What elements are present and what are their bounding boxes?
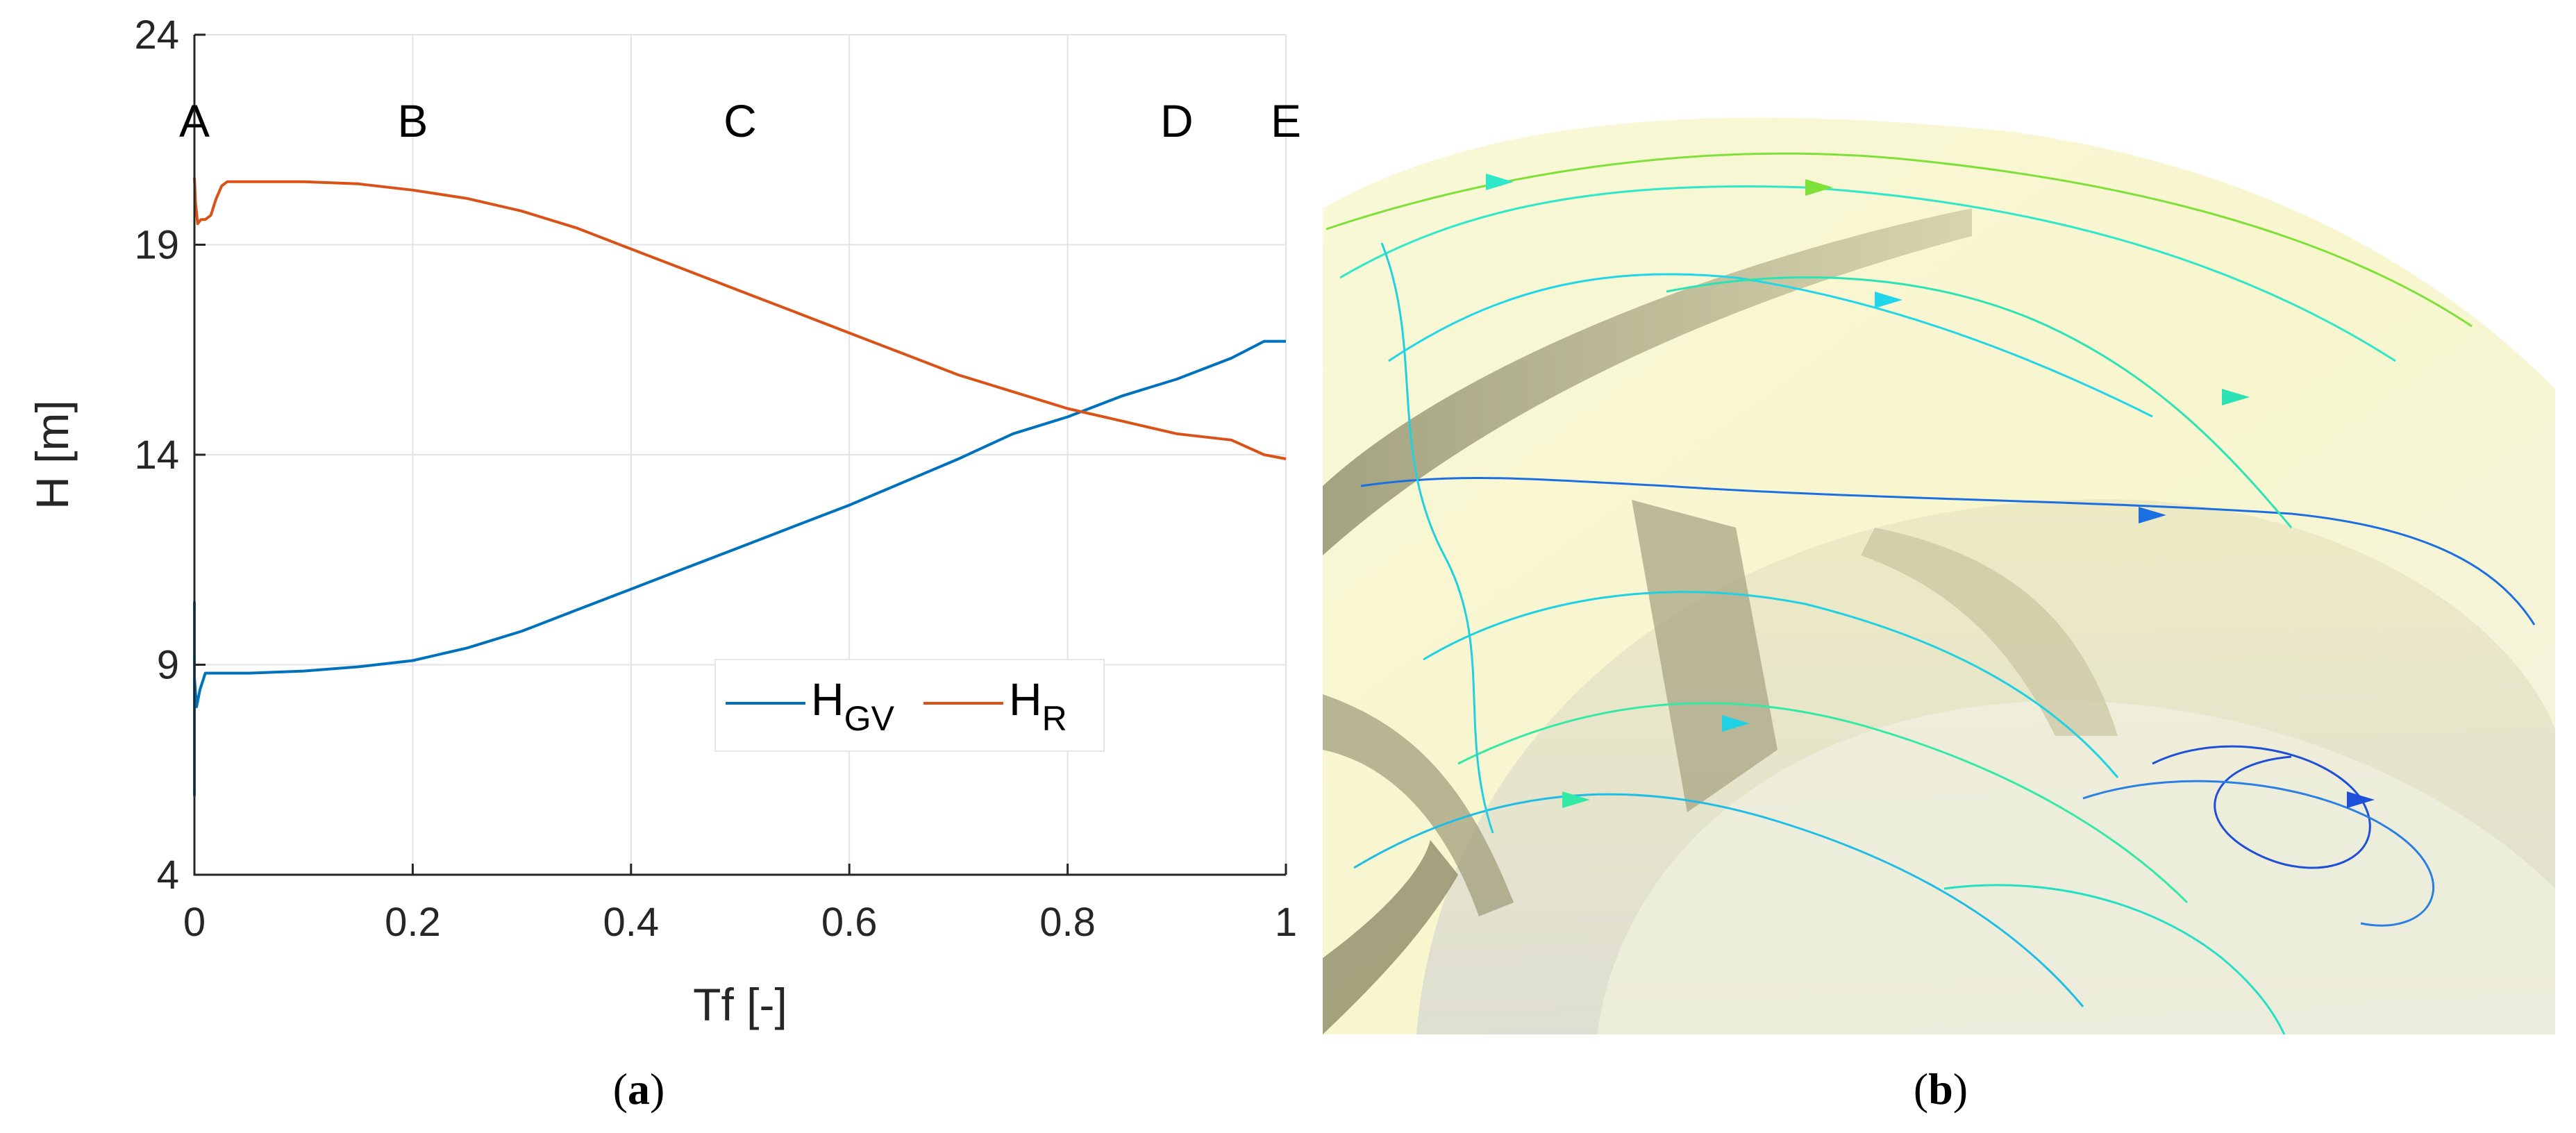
phase-label-b: B	[397, 95, 428, 146]
streamline	[1666, 276, 2293, 528]
arrow-marker	[1805, 179, 1833, 196]
y-tick-label: 24	[134, 12, 179, 58]
y-axis-label: H [m]	[26, 400, 78, 510]
x-tick-label: 0.4	[603, 900, 659, 945]
streamline	[2152, 745, 2371, 869]
phase-label-d: D	[1160, 95, 1194, 146]
caption-a: (a)	[613, 1064, 665, 1114]
arrow-marker	[2222, 389, 2250, 405]
line-chart: 0 0.2 0.4 0.6 0.8 1 4 9 14 19 24 A B C D E Tf [-] H […	[26, 12, 1301, 1030]
arrow-marker	[1486, 174, 1514, 190]
phase-label-a: A	[179, 95, 210, 146]
phase-annotations: A B C D E	[179, 95, 1301, 146]
legend-label-r: HR	[1009, 673, 1067, 738]
streamline	[1353, 793, 2084, 1007]
x-tick-label: 0	[183, 900, 206, 945]
streamline	[1380, 242, 1494, 834]
legend: HGV HR	[714, 659, 1105, 752]
guide-vane-2	[1323, 694, 1514, 916]
y-tick-label: 14	[134, 433, 179, 478]
x-tick-labels: 0 0.2 0.4 0.6 0.8 1	[183, 864, 1297, 945]
series-line-h-r	[193, 177, 1287, 460]
x-tick-label: 0.6	[821, 900, 878, 945]
streamline	[1360, 476, 2536, 626]
guide-vane-1	[1323, 208, 1972, 555]
y-tick-label: 19	[134, 223, 179, 268]
streamline	[1388, 273, 2153, 418]
series-line-h-gv	[193, 339, 1286, 796]
y-tick-labels: 4 9 14 19 24	[134, 12, 206, 898]
inner-hub	[1597, 700, 2555, 1034]
streamline	[2082, 780, 2434, 927]
streamline	[1457, 702, 2189, 904]
caption-b: (b)	[1914, 1064, 1968, 1114]
series-group	[193, 177, 1287, 796]
x-tick-label: 0.8	[1039, 900, 1096, 945]
runner-blade-3	[1323, 840, 1458, 1034]
runner-blade-1	[1632, 500, 1778, 812]
x-tick-label: 1	[1275, 900, 1297, 945]
phase-label-e: E	[1271, 95, 1301, 146]
runner-blade-2	[1861, 528, 2118, 736]
y-tick-label: 4	[157, 853, 179, 898]
flow-arrows	[1486, 174, 2375, 808]
x-axis-label: Tf [-]	[693, 979, 787, 1030]
arrow-marker	[1562, 791, 1590, 808]
arrow-marker	[2347, 791, 2375, 808]
streamline	[1943, 884, 2286, 1034]
y-tick-label: 9	[157, 643, 179, 688]
x-tick-label: 0.2	[385, 900, 441, 945]
legend-box	[714, 659, 1105, 752]
phase-label-c: C	[724, 95, 757, 146]
streamline-image	[1323, 0, 2555, 1034]
arrow-marker	[1875, 292, 1902, 308]
streamline	[1423, 591, 2119, 778]
arrow-marker	[2139, 507, 2166, 523]
arrow-marker	[1722, 715, 1750, 732]
legend-label-gv: HGV	[811, 673, 895, 738]
